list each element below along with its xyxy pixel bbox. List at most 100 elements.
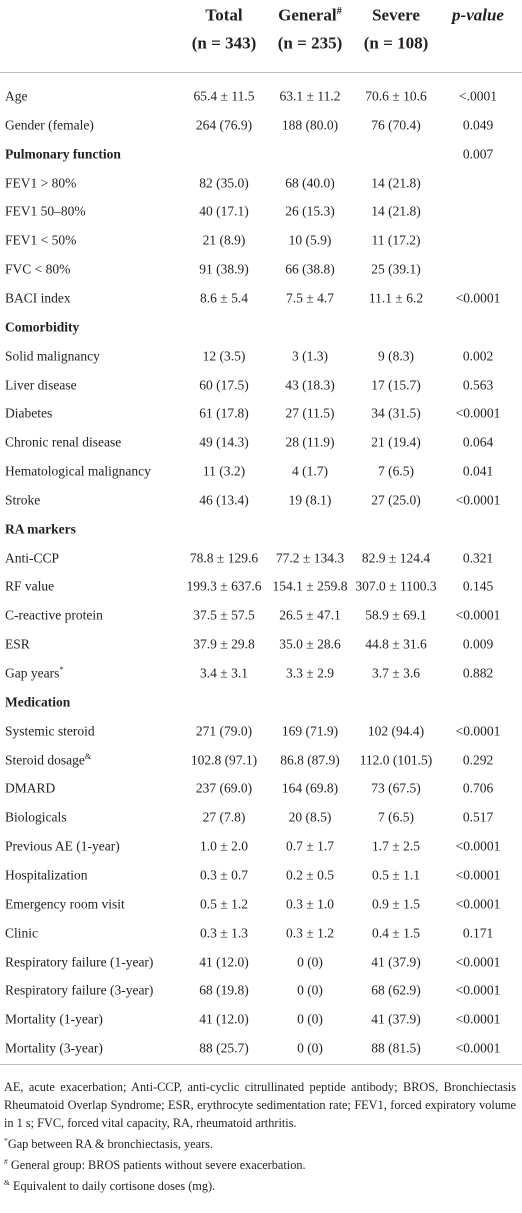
cell: <0.0001 xyxy=(455,867,501,883)
footnote-mark: & xyxy=(4,1177,10,1187)
footnote: # General group: BROS patients without s… xyxy=(4,1156,516,1174)
cell: 7.5 ± 4.7 xyxy=(286,290,334,306)
cell: 102 (94.4) xyxy=(367,722,425,738)
cell: 7 (6.5) xyxy=(378,809,414,825)
footnote: *Gap between RA & bronchiectasis, years. xyxy=(4,1135,516,1153)
cell: 60 (17.5) xyxy=(199,376,249,392)
row-label: Chronic renal disease xyxy=(5,435,121,449)
row-label-text: Chronic renal disease xyxy=(5,434,122,450)
cell: 0.049 xyxy=(462,117,494,133)
cell: 112.0 (101.5) xyxy=(359,751,433,767)
cell: 7 (6.5) xyxy=(378,463,414,479)
cell: <.0001 xyxy=(459,88,497,104)
cell: 0.563 xyxy=(462,376,494,392)
cell: 66 (38.8) xyxy=(285,261,335,277)
row-label-text: Biologicals xyxy=(5,809,67,825)
footnote-mark: * xyxy=(4,1135,8,1145)
row-label-mark: & xyxy=(84,751,92,761)
cell: 41 (37.9) xyxy=(371,953,421,969)
cell: 41 (37.9) xyxy=(371,1011,421,1027)
cell: 0.517 xyxy=(462,809,494,825)
cell: 3.3 ± 2.9 xyxy=(286,665,334,681)
column-title: General# xyxy=(278,5,342,25)
column-title-text: General xyxy=(278,5,337,25)
row-label: Steroid dosage& xyxy=(5,751,92,767)
section-title: Medication xyxy=(5,694,71,710)
row-label: Diabetes xyxy=(5,405,53,421)
footnote-mark: # xyxy=(4,1156,8,1166)
row-label: Respiratory failure (1-year) xyxy=(5,955,153,969)
column-title: Total xyxy=(205,7,242,24)
row-label-text: Emergency room visit xyxy=(5,896,125,912)
cell: 307.0 ± 1100.3 xyxy=(355,578,437,594)
cell: 41 (12.0) xyxy=(199,1011,249,1027)
row-label-text: Steroid dosage xyxy=(5,751,85,767)
cell: 0.9 ± 1.5 xyxy=(372,896,420,912)
row-label-text: Gap years xyxy=(5,665,60,681)
row-label-text: Anti-CCP xyxy=(5,549,60,565)
cell: 0.3 ± 1.0 xyxy=(286,896,334,912)
cell: 27 (25.0) xyxy=(371,492,421,508)
cell: 0.171 xyxy=(462,924,494,940)
row-label: Clinic xyxy=(5,926,38,940)
cell: 82.9 ± 124.4 xyxy=(361,549,431,565)
cell: 65.4 ± 11.5 xyxy=(193,88,255,104)
cell: 12 (3.5) xyxy=(202,347,246,363)
row-label: Hematological malignancy xyxy=(5,464,151,478)
row-label-text: Diabetes xyxy=(5,405,53,421)
cell: 11 (17.2) xyxy=(371,232,421,248)
cell: 0 (0) xyxy=(297,1040,323,1056)
cell: 188 (80.0) xyxy=(281,117,339,133)
row-label-mark: * xyxy=(59,664,64,674)
row-label-text: ESR xyxy=(5,636,30,652)
section-title: RA markers xyxy=(5,521,76,536)
cell: 0.145 xyxy=(462,578,494,594)
cell: 0.3 ± 1.3 xyxy=(200,924,248,940)
footnote: & Equivalent to daily cortisone doses (m… xyxy=(4,1177,516,1195)
cell: 169 (71.9) xyxy=(281,722,339,738)
cell: 0.3 ± 0.7 xyxy=(200,867,248,883)
row-label: Mortality (1-year) xyxy=(5,1012,103,1026)
row-label-text: Respiratory failure (1-year) xyxy=(5,953,154,969)
footnote-text: General group: BROS patients without sev… xyxy=(7,1158,306,1172)
column-title: Severe xyxy=(372,7,420,24)
cell: 28 (11.9) xyxy=(285,434,335,450)
cell: 49 (14.3) xyxy=(199,434,249,450)
cell: 164 (69.8) xyxy=(281,780,339,796)
footer-rule xyxy=(0,1064,522,1065)
cell: 3.7 ± 3.6 xyxy=(372,665,420,681)
cell: 1.0 ± 2.0 xyxy=(200,838,248,854)
cell: 68 (40.0) xyxy=(285,174,335,190)
row-label-text: Previous AE (1-year) xyxy=(5,838,120,854)
column-n: (n = 343) xyxy=(191,33,257,53)
cell: <0.0001 xyxy=(455,838,501,854)
cell: <0.0001 xyxy=(455,1011,501,1027)
cell: 0.002 xyxy=(462,347,494,363)
row-label: RF value xyxy=(5,578,55,594)
row-label-text: RF value xyxy=(5,578,55,594)
row-label: Respiratory failure (3-year) xyxy=(5,983,153,998)
cell: 0 (0) xyxy=(297,953,323,969)
cell: 102.8 (97.1) xyxy=(190,751,258,767)
row-label-text: DMARD xyxy=(5,780,56,796)
row-label-text: FVC < 80% xyxy=(5,261,71,277)
cell: 0.5 ± 1.2 xyxy=(200,896,248,912)
cell: 0 (0) xyxy=(297,982,323,998)
row-label: Previous AE (1-year) xyxy=(5,839,120,853)
footnote-text: Equivalent to daily cortisone doses (mg)… xyxy=(9,1179,216,1193)
column-n: (n = 108) xyxy=(363,33,429,53)
cell: 40 (17.1) xyxy=(199,203,249,219)
row-label: Stroke xyxy=(5,493,40,507)
cell: <0.0001 xyxy=(455,405,501,421)
cell: 78.8 ± 129.6 xyxy=(189,549,259,565)
cell: 0.706 xyxy=(462,780,494,796)
row-label: Systemic steroid xyxy=(5,724,95,738)
cell: 3 (1.3) xyxy=(292,347,328,363)
cell: 37.9 ± 29.8 xyxy=(193,636,255,652)
cell: 70.6 ± 10.6 xyxy=(365,88,427,104)
cell: 88 (25.7) xyxy=(199,1040,249,1056)
column-n: (n = 235) xyxy=(277,33,343,53)
cell: 37.5 ± 57.5 xyxy=(193,607,255,623)
cell: 0.5 ± 1.1 xyxy=(372,867,420,883)
header-rule xyxy=(0,72,522,73)
